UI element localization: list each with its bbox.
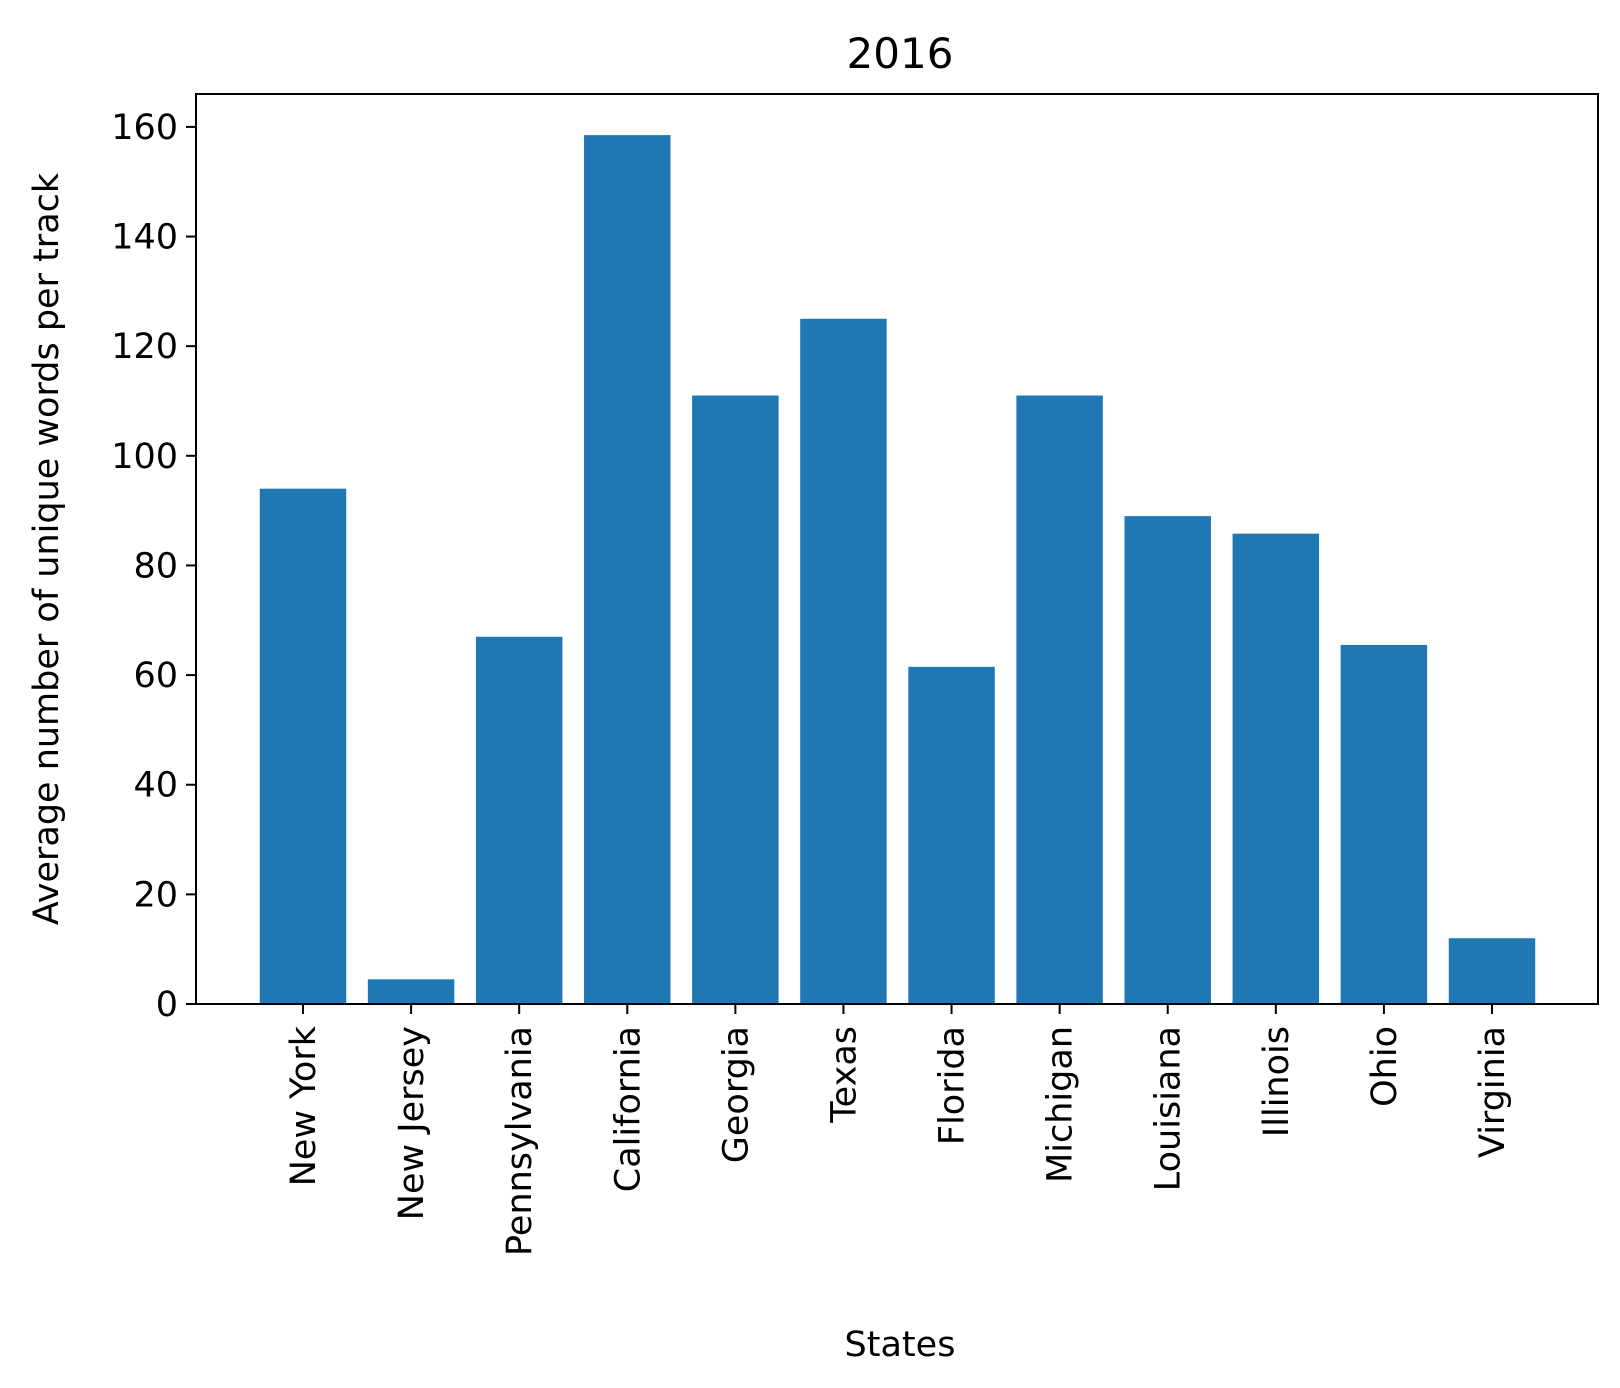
x-tick-label: Texas <box>824 1026 864 1124</box>
x-tick-label: Florida <box>933 1026 973 1145</box>
bar-new-york <box>259 488 347 1004</box>
y-tick-label: 120 <box>111 327 178 367</box>
x-tick-label: Ohio <box>1365 1026 1405 1107</box>
x-axis: New York New Jersey Pennsylvania California… <box>284 1004 1513 1256</box>
y-tick-label: 40 <box>133 766 178 806</box>
x-tick-label: Illinois <box>1257 1026 1297 1137</box>
x-tick-label: Georgia <box>716 1026 756 1163</box>
bar-new-jersey <box>367 979 455 1004</box>
bar-virginia <box>1448 938 1536 1004</box>
chart-title: 2016 <box>847 29 954 78</box>
bar-michigan <box>1016 395 1103 1004</box>
bars-layer <box>259 135 1536 1005</box>
x-tick-label: Pennsylvania <box>500 1026 540 1256</box>
bar-illinois <box>1232 533 1320 1004</box>
y-axis-label: Average number of unique words per track <box>27 172 67 925</box>
x-axis-label: States <box>845 1325 956 1365</box>
y-tick-label: 140 <box>111 218 178 258</box>
y-tick-label: 100 <box>111 437 178 477</box>
bar-ohio <box>1340 644 1428 1004</box>
x-tick-label: New York <box>284 1025 324 1186</box>
bar-louisiana <box>1124 516 1211 1004</box>
bar-texas <box>800 318 887 1004</box>
bar-pennsylvania <box>475 636 563 1004</box>
plot-frame <box>195 93 1599 1005</box>
x-tick-label: Virginia <box>1473 1026 1513 1158</box>
bar-florida <box>908 666 995 1004</box>
y-tick-label: 60 <box>133 656 178 696</box>
y-tick-label: 80 <box>133 546 178 586</box>
bar-california <box>584 135 671 1005</box>
bar-georgia <box>692 395 779 1004</box>
x-tick-label: New Jersey <box>392 1026 432 1220</box>
x-tick-label: California <box>608 1026 648 1192</box>
y-tick-label: 20 <box>133 875 178 915</box>
x-tick-label: Michigan <box>1041 1026 1081 1183</box>
x-tick-label: Louisiana <box>1149 1026 1189 1191</box>
y-tick-label: 160 <box>111 108 178 148</box>
y-tick-label: 0 <box>156 985 178 1025</box>
y-axis: 0 20 40 60 80 100 120 140 160 <box>111 108 196 1025</box>
